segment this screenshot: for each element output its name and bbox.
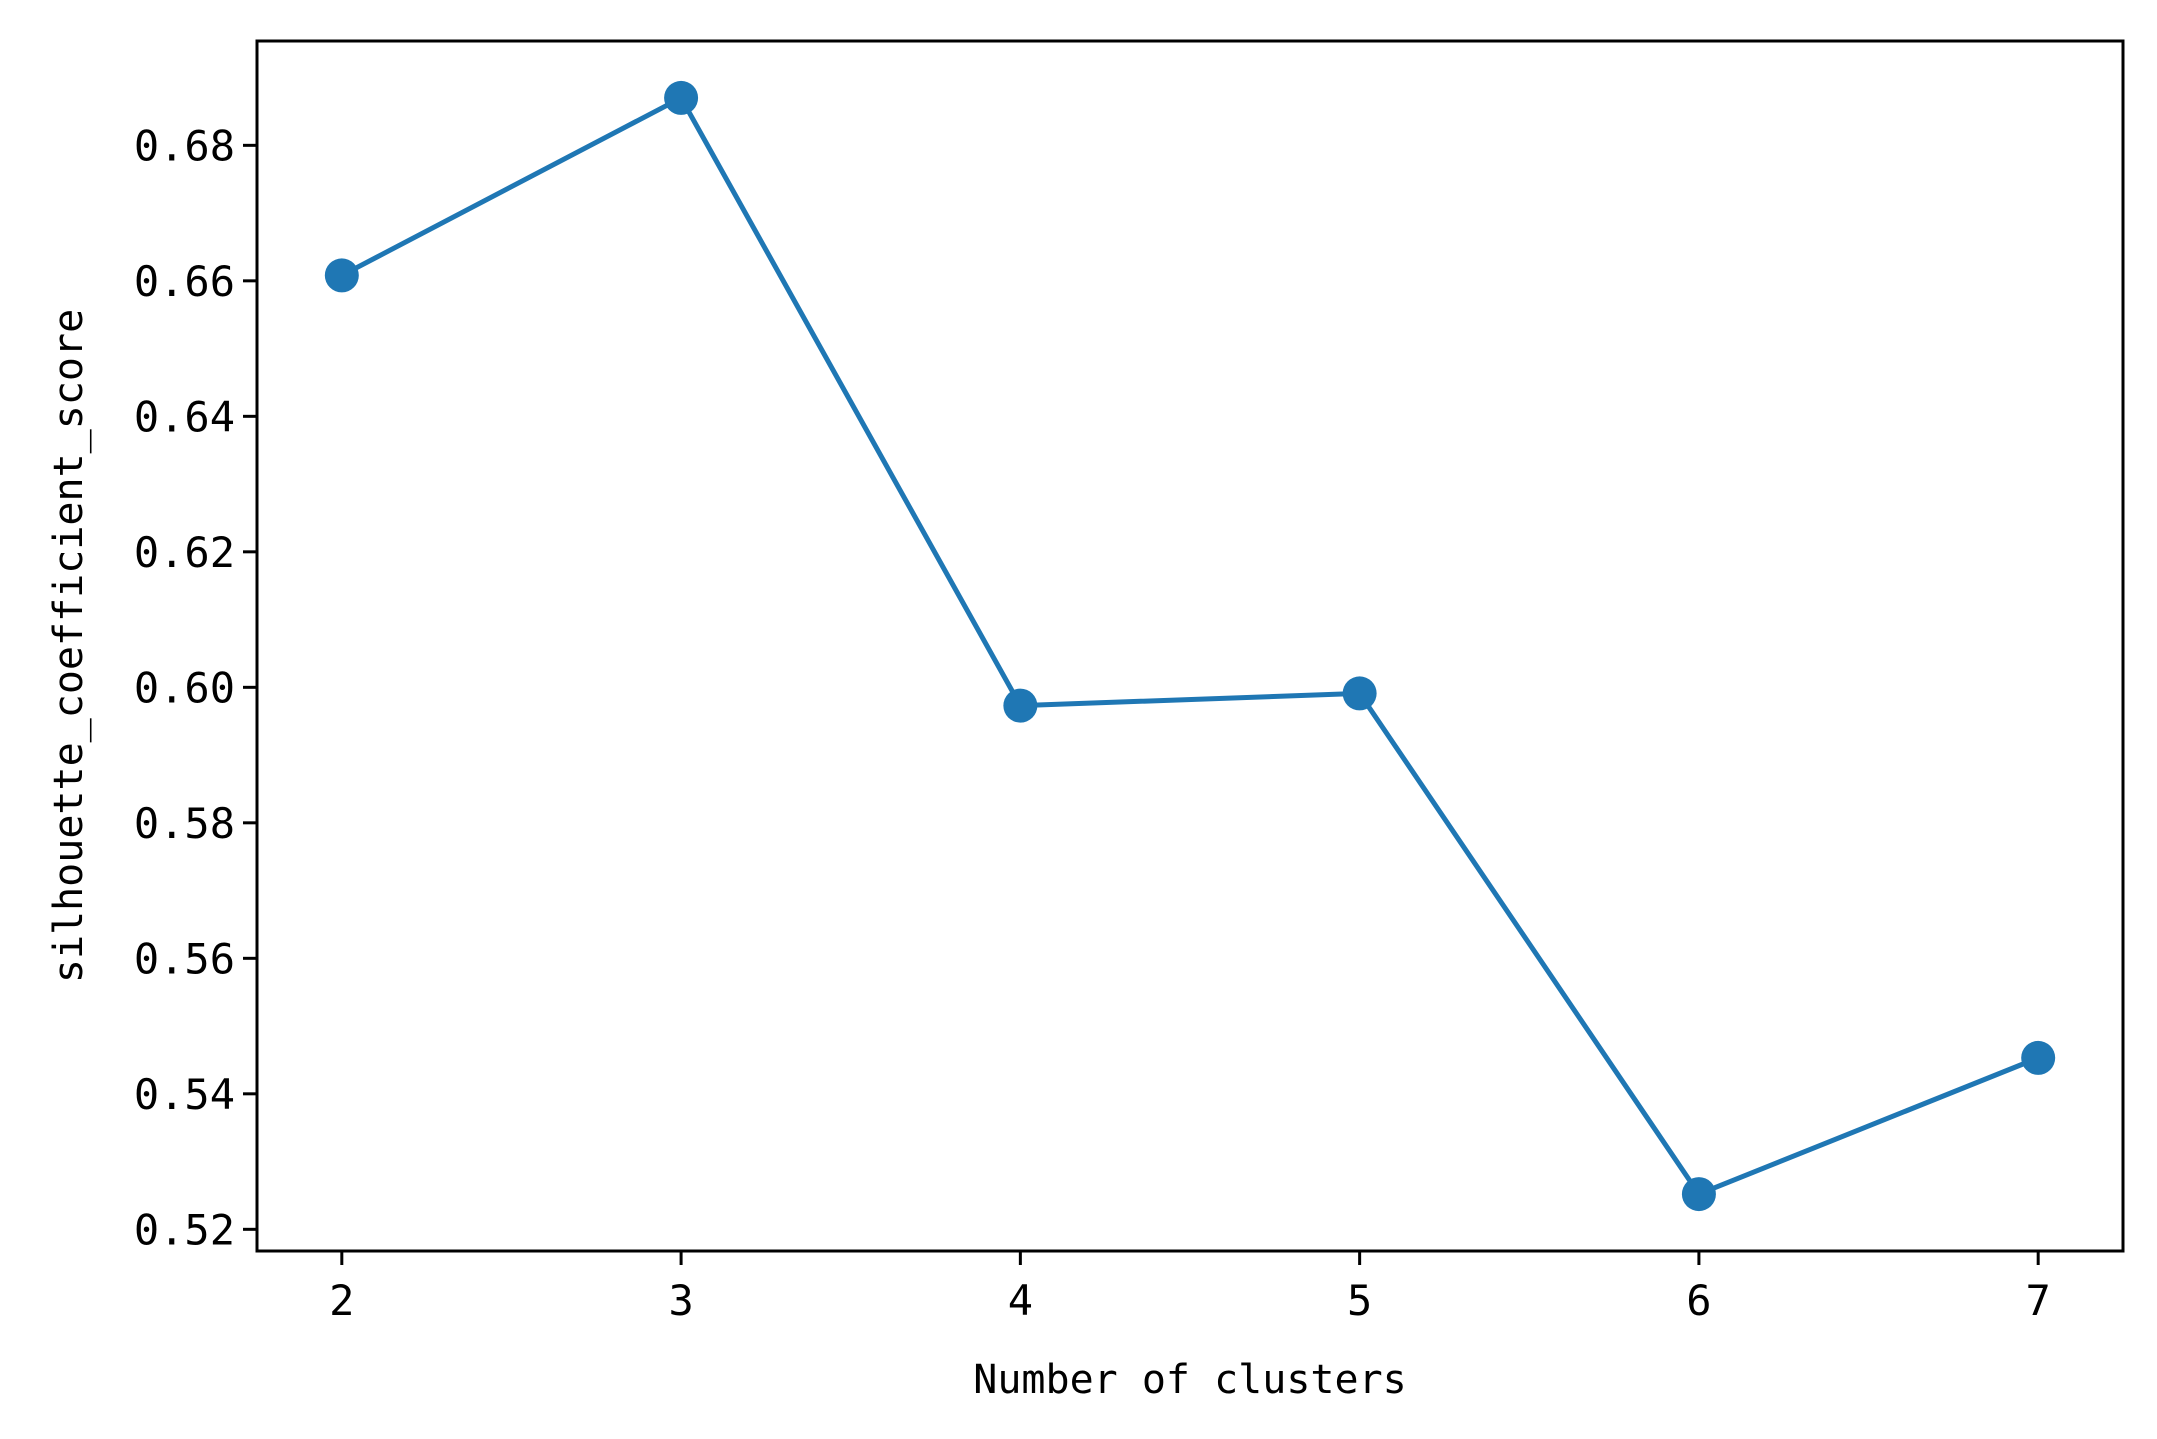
x-tick-label: 2 <box>329 1276 354 1325</box>
y-tick-label: 0.60 <box>134 663 235 712</box>
y-axis-label: silhouette_coefficient_score <box>46 309 92 983</box>
y-tick-label: 0.58 <box>134 799 235 848</box>
data-point <box>1342 676 1377 711</box>
y-tick-label: 0.66 <box>134 257 235 306</box>
x-tick-label: 4 <box>1008 1276 1033 1325</box>
x-tick-label: 3 <box>668 1276 693 1325</box>
x-tick-label: 7 <box>2026 1276 2051 1325</box>
data-point <box>2021 1040 2056 1075</box>
y-tick-label: 0.52 <box>134 1205 235 1254</box>
y-tick-label: 0.64 <box>134 392 235 441</box>
y-tick-label: 0.62 <box>134 528 235 577</box>
data-point <box>664 80 699 115</box>
ticks-layer: 2 3 4 5 6 7 0.52 0.54 0.56 0.58 0.60 0.62 0.64 0.66 0.… <box>134 121 2051 1325</box>
y-tick-label: 0.68 <box>134 121 235 170</box>
data-point <box>1681 1177 1716 1212</box>
x-tick-label: 6 <box>1686 1276 1711 1325</box>
y-tick-label: 0.56 <box>134 934 235 983</box>
x-axis-label: Number of clusters <box>973 1357 1406 1403</box>
data-point <box>1003 688 1038 723</box>
series-layer <box>324 80 2056 1212</box>
y-tick-label: 0.54 <box>134 1070 235 1119</box>
plot-frame <box>255 39 2125 1253</box>
data-point <box>324 258 359 293</box>
series-line <box>338 95 2042 1197</box>
x-tick-label: 5 <box>1347 1276 1372 1325</box>
